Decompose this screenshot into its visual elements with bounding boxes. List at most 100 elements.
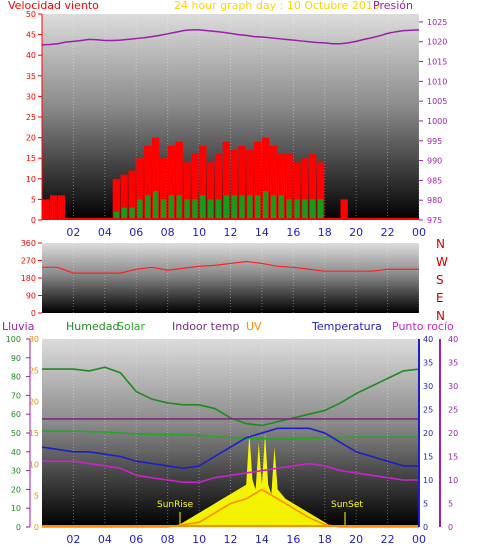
humidity-tick-label: 20 [11,485,21,494]
humidity-tick-label: 90 [11,354,21,363]
weather-x-tick-label: 18 [318,533,332,546]
solar-tick-label: 25 [29,366,39,375]
temperature-tick-label: 15 [423,453,433,462]
wind-speed-bars [42,137,419,220]
wind-speed-bar [269,145,278,220]
compass-letter: N [436,309,445,323]
humidity-tick-label: 50 [11,429,21,438]
wind-speed-bar [136,158,144,220]
wind-gust-bar [262,191,269,220]
solar-tick-label: 20 [29,398,39,407]
series-line-humedad [42,366,420,427]
wind-speed-bar [301,158,309,220]
wind-gust-bar [145,195,151,220]
humidity-tick-label: 60 [11,410,21,419]
series-line-punto-roc-o [42,460,419,484]
pressure-tick-label: 1000 [427,117,447,126]
wind-x-tick-label: 00 [412,226,426,239]
series-line-solar [42,430,419,440]
dew-point-tick-label: 0 [448,523,453,532]
dew-point-tick-label: 40 [448,335,458,344]
wind-speed-bar [316,162,325,220]
wind-gust-bar [192,199,198,220]
wind-left-tick-label: 50 [26,10,36,19]
direction-tick-label: 270 [21,257,36,266]
pressure-tick-label: 1020 [427,38,447,47]
wind-panel-ticks: 0510152025303540455097598098599099510001… [26,10,448,239]
pressure-tick-label: 1010 [427,77,447,86]
temperature-tick-label: 30 [423,382,433,391]
temperature-tick-label: 5 [423,500,428,509]
sunrise-label: SunRise [157,500,194,510]
dew-point-tick-label: 20 [448,429,458,438]
weather-x-tick-label: 22 [381,533,395,546]
dew-point-tick-label: 35 [448,359,458,368]
pressure-tick-label: 1025 [427,18,447,27]
wind-speed-bar [120,174,128,220]
pressure-tick-label: 985 [427,176,442,185]
weather-x-tick-label: 00 [412,533,426,546]
wind-gust-bar [176,195,182,220]
weather-x-tick-label: 04 [98,533,112,546]
wind-gust-bar [294,199,300,220]
weather-x-tick-label: 12 [224,533,238,546]
weather-x-tick-label: 06 [129,533,143,546]
wind-gust-bar [121,207,127,220]
legend-uv: UV [246,320,262,333]
pressure-tick-label: 1005 [427,97,447,106]
solar-tick-label: 15 [29,429,39,438]
compass-letter: E [436,291,444,305]
dew-point-tick-label: 15 [448,453,458,462]
wind-x-tick-label: 08 [161,226,175,239]
solar-tick-label: 30 [29,335,39,344]
direction-tick-label: 360 [21,239,36,248]
wind-speed-bar [151,137,160,220]
wind-gust-bar [239,195,245,220]
wind-left-tick-label: 15 [26,154,36,163]
wind-speed-bar [42,199,50,220]
wind-speed-bar [112,178,121,220]
solar-tick-label: 10 [29,460,39,469]
humidity-tick-label: 30 [11,467,21,476]
compass-letter: S [436,273,444,287]
wind-speed-bar [175,141,183,220]
wind-left-tick-label: 10 [26,175,36,184]
dew-point-tick-label: 30 [448,382,458,391]
wind-x-tick-label: 18 [318,226,332,239]
temperature-tick-label: 35 [423,359,433,368]
solar-tick-label: 5 [34,492,39,501]
wind-left-tick-label: 30 [26,92,36,101]
wind-speed-bar [222,141,230,220]
wind-x-tick-label: 14 [255,226,269,239]
wind-speed-bar [144,145,152,220]
wind-speed-bar [128,170,136,220]
wind-speed-bar [167,145,176,220]
wind-gust-bar [160,199,167,220]
weather-x-tick-label: 20 [349,533,363,546]
wind-left-tick-label: 5 [31,195,36,204]
compass-letter: N [436,237,445,251]
legend-temperature: Temperatura [312,320,382,333]
humidity-tick-label: 100 [6,335,21,344]
wind-gust-bar [168,195,175,220]
wind-speed-bar [214,154,223,220]
wind-speed-bar [57,195,66,220]
wind-gust-bar [207,199,214,220]
weather-x-tick-label: 08 [161,533,175,546]
wind-gust-bar [137,199,143,220]
wind-speed-bar [309,154,317,220]
wind-speed-bar [199,145,207,220]
wind-speed-bar [261,137,270,220]
weather-x-tick-label: 14 [255,533,269,546]
wind-gust-bar [129,207,135,220]
humidity-tick-label: 0 [16,523,21,532]
pressure-tick-label: 980 [427,196,442,205]
temperature-tick-label: 20 [423,429,433,438]
wind-left-tick-label: 45 [26,31,36,40]
wind-speed-bar [254,141,262,220]
wind-speed-bar [206,162,215,220]
wind-left-tick-label: 40 [26,51,36,60]
wind-x-tick-label: 20 [349,226,363,239]
humidity-tick-label: 70 [11,391,21,400]
